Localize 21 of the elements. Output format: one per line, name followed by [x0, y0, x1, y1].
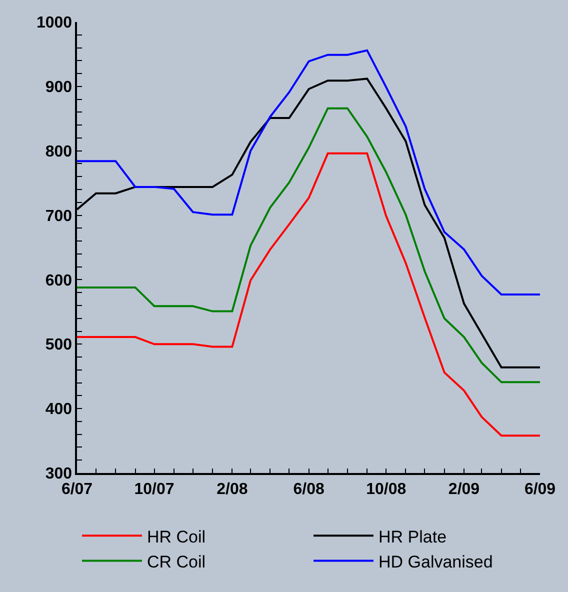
legend-label: HR Plate [378, 527, 447, 546]
x-tick-label: 2/08 [216, 480, 248, 498]
legend-label: CR Coil [147, 552, 206, 572]
x-tick-label: 6/07 [61, 480, 93, 498]
y-tick-label: 700 [45, 208, 72, 225]
line-series [77, 49, 540, 296]
y-tick-label: 400 [45, 401, 72, 418]
legend-label: HR Coil [147, 527, 206, 546]
x-tick-label: 6/08 [293, 480, 324, 498]
x-tick-label: 10/07 [134, 480, 174, 498]
y-tick-label: 300 [45, 466, 72, 483]
legend-label: HD Galvanised [378, 552, 493, 572]
y-tick-label: 1000 [36, 14, 72, 32]
y-tick-label: 800 [45, 143, 72, 160]
y-tick-label: 600 [45, 272, 72, 290]
line-series [77, 152, 540, 437]
x-tick-label: 6/09 [524, 480, 556, 498]
x-tick-label: 2/09 [448, 480, 480, 498]
y-tick-label: 900 [45, 79, 72, 96]
y-tick-label: 500 [45, 336, 72, 354]
x-tick-label: 10/08 [366, 480, 406, 498]
